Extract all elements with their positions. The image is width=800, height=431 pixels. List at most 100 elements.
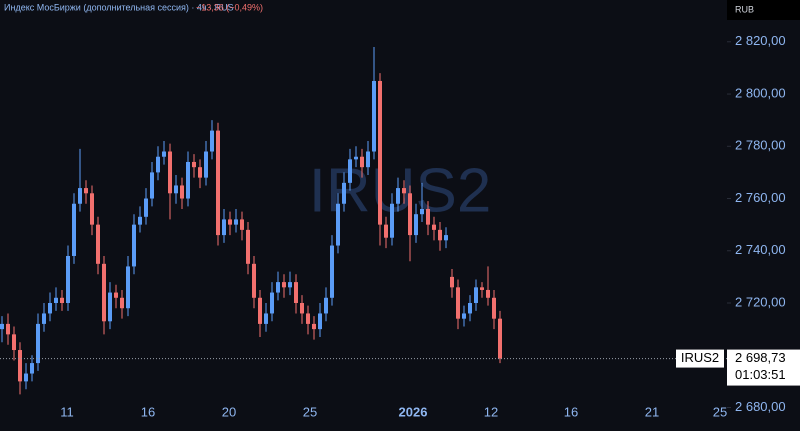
candle-body [462,313,466,319]
candle-body [282,282,286,288]
candle-body [438,229,442,241]
candle-body [312,323,316,330]
candle-body [96,224,100,264]
currency: RUB [735,4,754,14]
y-tick-label: 2 680,00 [735,399,786,414]
candle-body [210,130,214,152]
y-tick-label: 2 740,00 [735,242,786,257]
candle-body [498,318,502,359]
candle-body [276,282,280,293]
symbol-label: IRUS2 [681,350,719,365]
candle-body [234,219,238,225]
candle-body [102,263,106,322]
candle-body [432,224,436,230]
candle-body [264,313,268,324]
candle-body [492,297,496,319]
candle-body [54,297,58,304]
candle-body [480,287,484,290]
last-price-label: 2 698,73 [735,350,786,365]
candle-body [360,156,364,168]
candle-body [12,334,16,351]
candle-body [180,185,184,199]
candle-body [318,313,322,330]
candle-body [468,303,472,314]
candle-body [138,216,142,225]
candle-body [348,159,352,183]
countdown: 01:03:51 [735,367,786,382]
candle-body [372,80,376,152]
candle-body [90,193,94,225]
candle-body [48,303,52,314]
candle-body [78,188,82,204]
candle-body [402,188,406,194]
price-change: −13,36 (−0,49%) [196,2,263,12]
x-tick-label: 20 [222,404,236,419]
candle-body [162,151,166,157]
candle-body [150,172,154,199]
candle-body [174,185,178,194]
candle-body [144,198,148,217]
symbol-box [676,349,724,368]
candle-body [66,255,70,304]
candle-body [216,130,220,236]
candle-body [222,219,226,236]
candle-body [120,297,124,309]
x-tick-label: 16 [564,404,578,419]
candle-body [414,214,418,236]
candle-body [24,373,28,382]
candle-body [252,263,256,298]
candle-body [132,224,136,267]
candle-body [258,297,262,324]
candle-body [0,323,4,330]
y-tick-label: 2 720,00 [735,294,786,309]
candle-body [390,203,394,238]
y-tick-label: 2 800,00 [735,85,786,100]
candle-body [420,208,424,215]
chart-title: Индекс МосБиржи (дополнительная сессия) … [4,2,234,12]
candle-body [42,313,46,324]
x-tick-label: 25 [713,404,727,419]
currency-box [727,0,800,20]
candle-body [456,287,460,319]
candle-body [192,161,196,168]
candle-body [228,219,232,225]
x-tick-label: 11 [60,404,74,419]
candle-body [204,151,208,178]
candle-body [240,219,244,230]
candle-body [186,161,190,199]
candle-body [246,229,250,264]
candle-body [384,224,388,238]
candle-body [288,282,292,288]
candle-body [108,292,112,322]
candle-body [18,350,22,382]
candle-body [486,289,490,298]
candle-body [396,188,400,204]
candle-body [426,208,430,225]
candle-body [336,203,340,246]
candle-body [6,323,10,335]
candle-body [36,323,40,364]
candle-body [270,292,274,314]
candle-body [324,297,328,314]
candle-body [366,151,370,168]
candle-body [114,292,118,298]
candle-body [408,193,412,236]
y-tick-label: 2 760,00 [735,190,786,205]
candle-body [330,245,334,298]
candle-body [198,167,202,178]
candle-body [168,151,172,194]
y-tick-label: 2 780,00 [735,138,786,153]
candle-body [30,363,34,374]
candle-body [60,297,64,304]
x-tick-label: 2026 [399,404,428,419]
candle-body [156,156,160,173]
candle-body [378,80,382,225]
candle-body [354,156,358,160]
candle-body [72,203,76,256]
candle-body [306,313,310,324]
candle-body [444,235,448,241]
candle-body [474,287,478,304]
candle-body [126,266,130,309]
